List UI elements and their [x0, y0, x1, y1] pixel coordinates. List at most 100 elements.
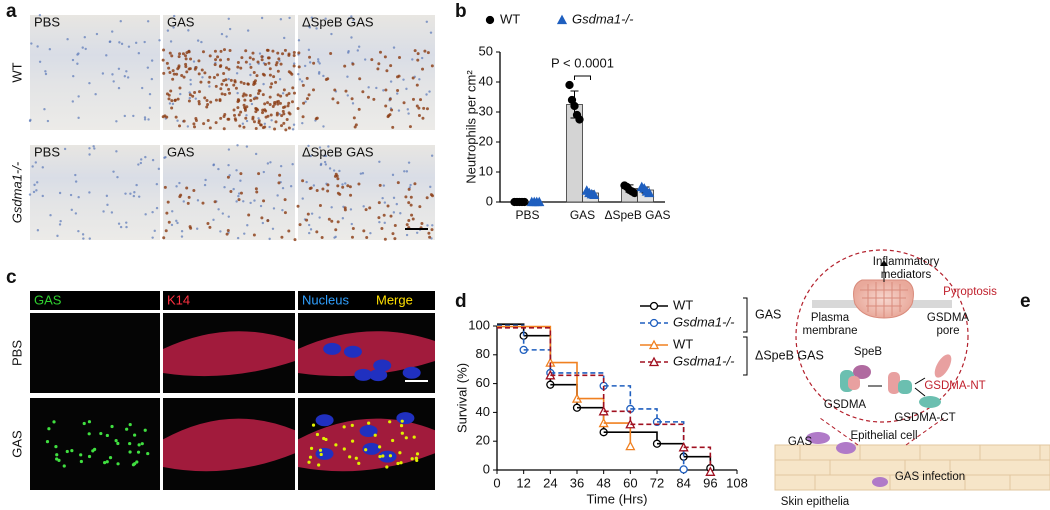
texture	[242, 103, 246, 107]
x-tick-label: 48	[596, 475, 610, 490]
texture	[357, 182, 361, 186]
texture	[128, 441, 132, 446]
texture	[185, 51, 189, 55]
texture	[59, 219, 62, 223]
texture	[377, 216, 381, 220]
texture	[252, 233, 256, 237]
texture	[409, 195, 413, 199]
channel-label: K14	[167, 292, 190, 307]
texture	[225, 35, 228, 38]
texture	[219, 116, 223, 120]
texture	[208, 75, 212, 79]
texture	[187, 67, 191, 71]
texture	[263, 102, 267, 106]
survival-step	[497, 327, 552, 376]
texture	[106, 203, 109, 207]
texture	[278, 78, 282, 81]
texture	[207, 80, 211, 84]
texture	[415, 104, 419, 108]
texture	[373, 433, 377, 437]
texture	[236, 106, 240, 110]
texture	[95, 32, 99, 36]
texture	[65, 449, 69, 454]
texture	[205, 105, 209, 109]
texture	[213, 200, 217, 204]
texture	[163, 114, 167, 118]
texture	[171, 210, 174, 213]
texture	[70, 449, 74, 453]
texture	[315, 27, 318, 30]
bracket	[574, 75, 591, 80]
marker	[485, 15, 495, 25]
texture	[243, 98, 247, 102]
texture	[378, 50, 382, 54]
texture	[250, 102, 254, 106]
texture	[263, 108, 267, 112]
texture	[249, 65, 253, 69]
texture	[177, 55, 181, 59]
texture	[143, 40, 146, 44]
texture	[327, 145, 330, 148]
texture	[182, 119, 186, 123]
texture	[287, 92, 291, 96]
texture	[239, 191, 243, 195]
y-tick-label: 0	[483, 461, 490, 476]
texture	[150, 59, 154, 62]
texture	[208, 85, 211, 88]
texture	[404, 436, 408, 440]
texture	[110, 211, 114, 214]
texture	[224, 66, 228, 70]
y-tick-label: 60	[476, 375, 490, 390]
texture	[227, 163, 230, 167]
texture	[342, 425, 346, 429]
texture	[187, 29, 190, 32]
texture	[319, 163, 323, 167]
micrograph	[298, 145, 435, 240]
texture	[251, 57, 255, 61]
texture	[226, 57, 230, 61]
texture	[322, 74, 325, 78]
texture	[304, 100, 307, 103]
texture	[193, 67, 197, 71]
texture	[417, 106, 421, 110]
texture	[137, 163, 140, 166]
texture	[412, 435, 416, 439]
texture	[329, 51, 333, 55]
survival-step	[550, 374, 605, 412]
texture	[378, 183, 382, 187]
texture	[184, 65, 188, 69]
y-tick-label: 40	[479, 73, 493, 88]
texture	[214, 84, 218, 88]
texture	[407, 187, 411, 191]
legend-label: Gsdma1-/-	[572, 11, 634, 26]
texture	[235, 72, 239, 75]
texture	[279, 94, 283, 98]
texture	[307, 144, 310, 148]
texture	[248, 94, 252, 98]
texture	[269, 113, 273, 117]
texture	[323, 154, 326, 157]
texture	[170, 223, 174, 227]
texture	[259, 204, 263, 208]
texture	[227, 17, 230, 20]
texture	[133, 462, 137, 466]
texture	[307, 460, 311, 464]
panel-a: PBS GAS ΔSpeB GAS WT PBS GAS ΔSpeB GAS Gsdma1-/…	[9, 13, 435, 242]
texture	[348, 185, 352, 189]
survival-step	[603, 385, 632, 409]
label: Plasma	[811, 312, 850, 324]
x-tick-label: 72	[650, 475, 664, 490]
texture	[256, 60, 260, 64]
texture	[289, 185, 293, 188]
texture	[264, 115, 268, 119]
texture	[82, 237, 85, 240]
texture	[176, 97, 180, 101]
texture	[105, 54, 108, 57]
texture	[414, 456, 418, 460]
texture	[44, 72, 48, 76]
texture	[318, 62, 321, 65]
texture	[76, 62, 79, 65]
texture	[318, 203, 322, 207]
texture	[265, 48, 269, 52]
texture	[330, 32, 333, 36]
